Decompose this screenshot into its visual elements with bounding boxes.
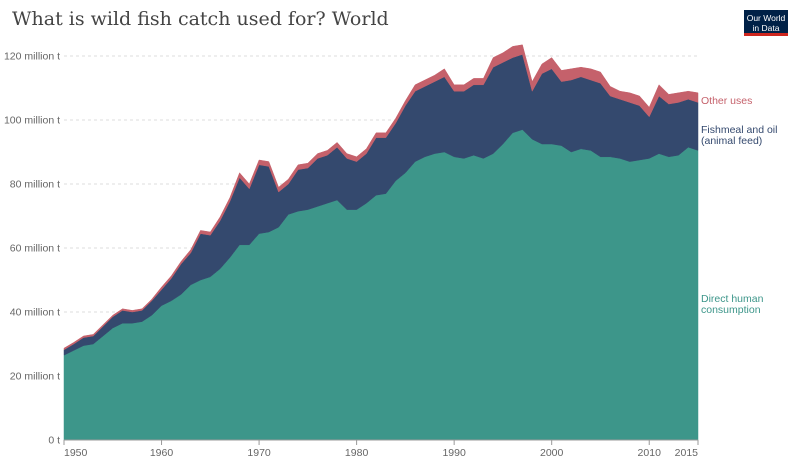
- y-tick-label: 20 million t: [10, 371, 60, 383]
- x-tick-label: 1980: [345, 447, 369, 459]
- legend-other-uses: Other uses: [701, 95, 752, 107]
- owid-logo[interactable]: Our World in Data: [744, 10, 788, 36]
- x-tick-label: 1950: [64, 447, 88, 459]
- x-tick-label: 1960: [150, 447, 174, 459]
- chart-title: What is wild fish catch used for? World: [12, 8, 389, 30]
- x-axis: 1950 1960 1970 1980 1990 2000 2010 2015: [63, 439, 699, 459]
- y-tick-label: 120 million t: [4, 51, 60, 63]
- y-tick-label: 100 million t: [4, 115, 60, 127]
- y-tick-label: 80 million t: [10, 179, 60, 191]
- y-axis: 0 t 20 million t 40 million t 60 million t 8…: [4, 51, 60, 447]
- x-tick-label: 1970: [247, 447, 271, 459]
- legend-direct-human-consumption: Direct human consumption: [701, 293, 764, 316]
- logo-line-1: Our World: [746, 13, 786, 23]
- y-tick-label: 60 million t: [10, 243, 60, 255]
- x-tick-label: 2010: [638, 447, 662, 459]
- logo-line-2: in Data: [752, 23, 780, 33]
- y-tick-label: 40 million t: [10, 307, 60, 319]
- x-tick-label: 1990: [442, 447, 466, 459]
- y-tick-label: 0 t: [48, 435, 60, 447]
- area-other-uses[interactable]: [63, 44, 699, 351]
- area-series[interactable]: [63, 44, 699, 441]
- legend: Direct human consumption Fishmeal and oil(…: [701, 95, 777, 316]
- x-tick-label: 2000: [540, 447, 564, 459]
- x-tick-label: 2015: [675, 447, 699, 459]
- legend-fishmeal-and-oil: Fishmeal and oil (animal feed): [701, 124, 777, 147]
